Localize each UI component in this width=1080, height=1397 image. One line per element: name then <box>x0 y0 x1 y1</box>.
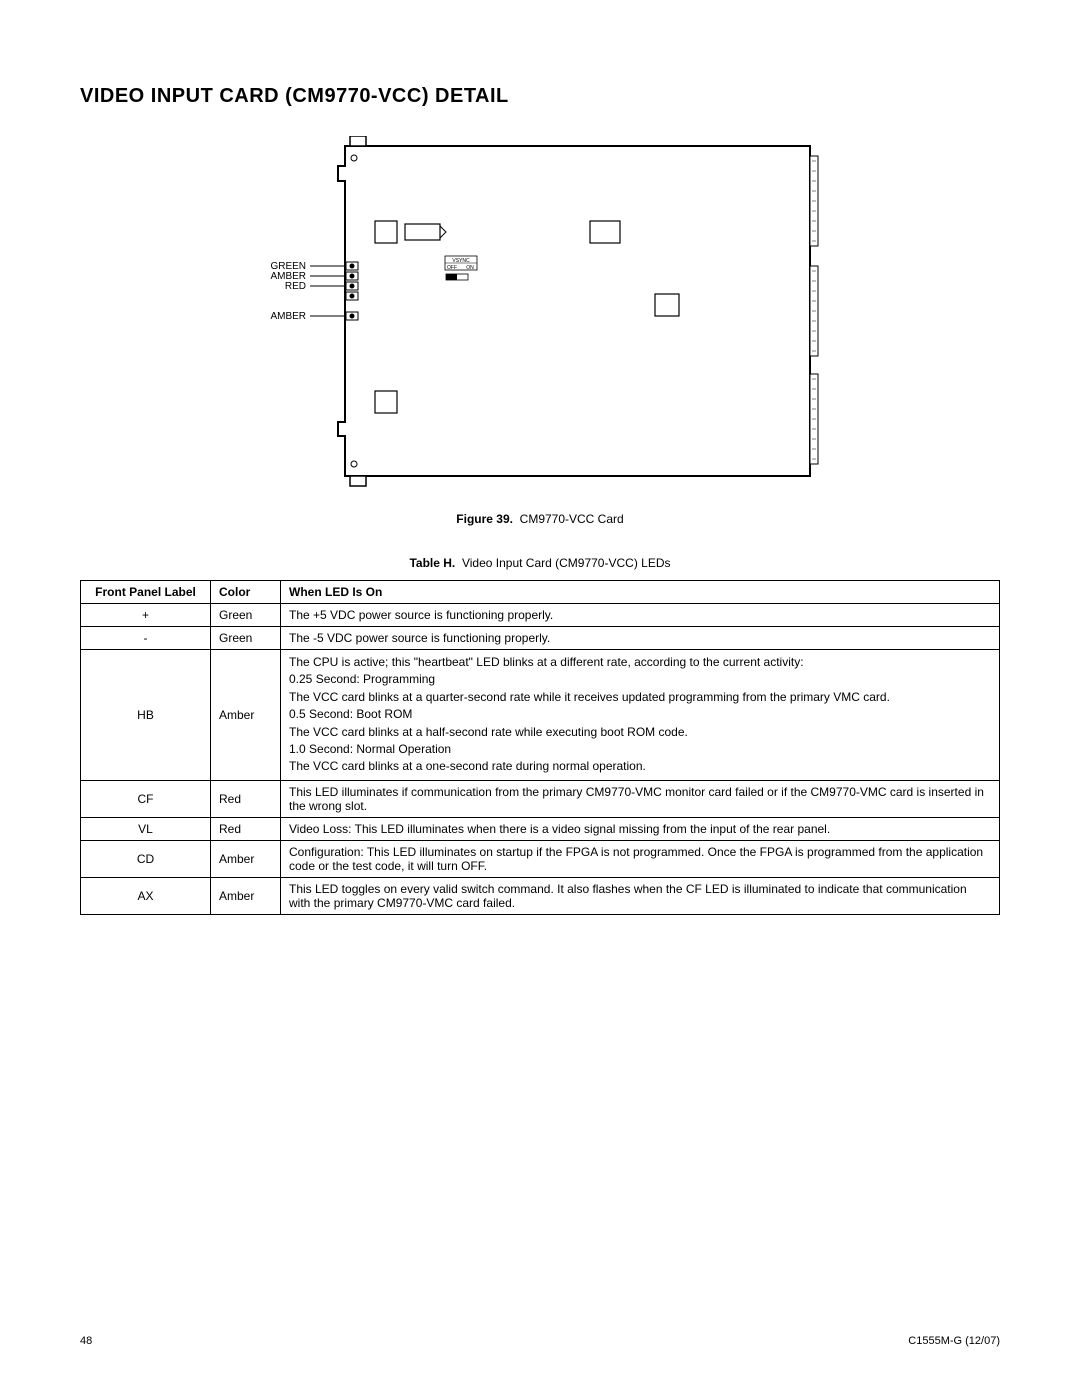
table-row: AXAmberThis LED toggles on every valid s… <box>81 877 1000 914</box>
table-title: Video Input Card (CM9770-VCC) LEDs <box>462 556 671 570</box>
page-footer: 48 C1555M-G (12/07) <box>80 1335 1000 1347</box>
figure-title: CM9770-VCC Card <box>520 512 624 526</box>
card-diagram-container: VSYNC OFF ON <box>80 136 1000 496</box>
led-label-amber-2: AMBER <box>270 311 306 322</box>
document-page: VIDEO INPUT CARD (CM9770-VCC) DETAIL <box>0 0 1080 1397</box>
cell-label: HB <box>81 650 211 781</box>
cell-color: Green <box>211 627 281 650</box>
section-heading: VIDEO INPUT CARD (CM9770-VCC) DETAIL <box>80 85 1000 108</box>
cell-color: Red <box>211 817 281 840</box>
table-letter: Table H. <box>409 556 455 570</box>
table-caption: Table H. Video Input Card (CM9770-VCC) L… <box>80 556 1000 570</box>
card-diagram: VSYNC OFF ON <box>250 136 830 496</box>
th-color: Color <box>211 581 281 604</box>
cell-label: VL <box>81 817 211 840</box>
table-row: CDAmberConfiguration: This LED illuminat… <box>81 840 1000 877</box>
cell-desc: Video Loss: This LED illuminates when th… <box>281 817 1000 840</box>
cell-label: AX <box>81 877 211 914</box>
th-label: Front Panel Label <box>81 581 211 604</box>
th-desc: When LED Is On <box>281 581 1000 604</box>
cell-desc: The +5 VDC power source is functioning p… <box>281 604 1000 627</box>
table-row: VLRedVideo Loss: This LED illuminates wh… <box>81 817 1000 840</box>
vsync-title: VSYNC <box>452 258 470 264</box>
vsync-on: ON <box>466 265 474 271</box>
cell-label: CF <box>81 780 211 817</box>
cell-color: Amber <box>211 877 281 914</box>
table-row: +GreenThe +5 VDC power source is functio… <box>81 604 1000 627</box>
cell-desc: The CPU is active; this "heartbeat" LED … <box>281 650 1000 781</box>
figure-number: Figure 39. <box>456 512 513 526</box>
table-row: HBAmberThe CPU is active; this "heartbea… <box>81 650 1000 781</box>
led-table: Front Panel Label Color When LED Is On +… <box>80 580 1000 915</box>
cell-label: + <box>81 604 211 627</box>
figure-caption: Figure 39. CM9770-VCC Card <box>80 512 1000 526</box>
cell-color: Green <box>211 604 281 627</box>
cell-desc: This LED illuminates if communication fr… <box>281 780 1000 817</box>
doc-revision: C1555M-G (12/07) <box>908 1335 1000 1347</box>
led-label-red: RED <box>285 281 306 292</box>
table-row: -GreenThe -5 VDC power source is functio… <box>81 627 1000 650</box>
cell-desc: The -5 VDC power source is functioning p… <box>281 627 1000 650</box>
cell-color: Red <box>211 780 281 817</box>
cell-label: CD <box>81 840 211 877</box>
cell-color: Amber <box>211 840 281 877</box>
table-header-row: Front Panel Label Color When LED Is On <box>81 581 1000 604</box>
cell-desc: This LED toggles on every valid switch c… <box>281 877 1000 914</box>
page-number: 48 <box>80 1335 92 1347</box>
cell-color: Amber <box>211 650 281 781</box>
cell-label: - <box>81 627 211 650</box>
cell-desc: Configuration: This LED illuminates on s… <box>281 840 1000 877</box>
table-row: CFRedThis LED illuminates if communicati… <box>81 780 1000 817</box>
vsync-off: OFF <box>447 265 457 271</box>
